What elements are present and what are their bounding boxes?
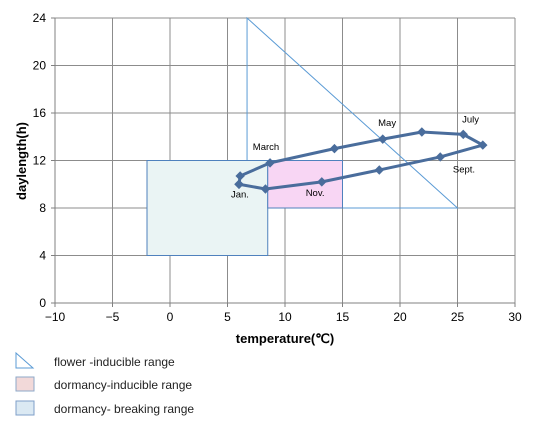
x-tick-label: 5 <box>224 310 231 324</box>
y-tick-label: 24 <box>33 11 47 25</box>
x-tick-label: 15 <box>336 310 350 324</box>
x-tick-label: 0 <box>167 310 174 324</box>
y-tick-label: 12 <box>33 154 47 168</box>
legend-label: dormancy-inducible range <box>54 378 192 392</box>
legend: flower -inducible range dormancy-inducibl… <box>15 351 194 416</box>
range-rect <box>146 160 269 256</box>
series-point <box>435 152 445 162</box>
series-point <box>378 134 388 144</box>
series-point <box>329 143 340 154</box>
legend-swatch <box>15 376 35 392</box>
y-tick-label: 20 <box>33 59 47 73</box>
range-triangle <box>246 16 459 209</box>
month-label: March <box>253 142 279 153</box>
legend-label: dormancy- breaking range <box>54 402 194 416</box>
series-point <box>458 129 468 140</box>
y-tick-label: 16 <box>33 106 47 120</box>
legend-swatch <box>15 351 35 369</box>
annotations: March May July Sept. Jan. Nov. <box>231 115 479 201</box>
month-label: Sept. <box>453 164 475 175</box>
series-point <box>374 165 385 175</box>
x-tick-label: −5 <box>106 310 120 324</box>
axes: −10 −5 0 5 10 15 20 25 30 0 4 8 12 16 20 24 <box>33 11 522 324</box>
legend-swatch <box>15 400 35 416</box>
series-point <box>478 140 488 150</box>
month-label: May <box>378 118 396 129</box>
series <box>234 127 488 194</box>
x-tick-label: −10 <box>45 310 66 324</box>
month-label: July <box>462 115 479 126</box>
y-tick-label: 4 <box>39 249 46 263</box>
x-tick-label: 10 <box>278 310 292 324</box>
x-tick-label: 25 <box>451 310 465 324</box>
y-axis-label: daylength(h) <box>14 122 29 200</box>
series-point <box>260 184 271 194</box>
y-tick-label: 8 <box>39 201 46 215</box>
x-tick-label: 30 <box>508 310 522 324</box>
series-point <box>234 179 244 189</box>
x-axis-label: temperature(℃) <box>236 331 334 346</box>
legend-label: flower -inducible range <box>54 355 175 369</box>
series-point <box>317 177 327 187</box>
month-label: Jan. <box>231 189 249 200</box>
series-point <box>417 127 427 137</box>
series-point <box>265 158 275 168</box>
range-regions <box>146 16 459 256</box>
x-tick-label: 20 <box>393 310 407 324</box>
series-point <box>235 171 245 181</box>
y-tick-label: 0 <box>39 296 46 310</box>
month-label: Nov. <box>306 188 325 199</box>
